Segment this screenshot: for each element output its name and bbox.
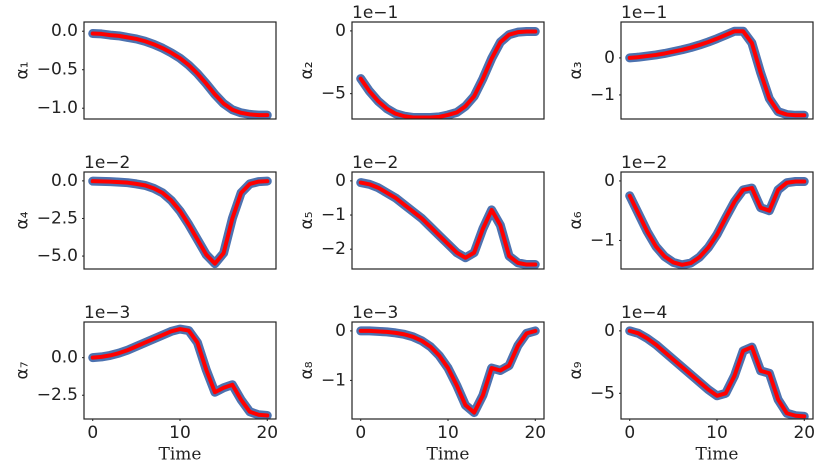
offset-label: 1e−3: [352, 303, 398, 323]
axes-frame: [620, 21, 814, 120]
subplot: 0 −1 0 10 20 Time 1e−3 α₈: [297, 303, 546, 465]
subplot: 0 −1 1e−1 α₃: [566, 3, 814, 120]
y-axis-label: α₂: [297, 61, 317, 79]
data-line: [627, 29, 807, 118]
x-tick-label: 10: [437, 423, 459, 443]
y-tick-label: −1: [321, 205, 346, 225]
x-axis-label: Time: [696, 445, 739, 465]
y-axis-label: α₅: [297, 211, 317, 229]
offset-label: 1e−1: [621, 3, 667, 23]
y-axis-label: α₉: [566, 361, 586, 379]
data-line: [356, 27, 540, 119]
y-tick-label: −1: [590, 230, 615, 250]
x-tick-label: 20: [524, 423, 546, 443]
y-tick-label: −2: [321, 239, 346, 259]
data-line: [90, 31, 270, 118]
offset-label: 1e−2: [352, 153, 398, 173]
subplot: 0.0 −0.5 −1.0 α₁: [13, 21, 277, 120]
y-tick-label: −0.5: [37, 60, 78, 80]
y-tick-label: −2.5: [37, 385, 78, 405]
plot-area: [356, 27, 540, 119]
plot-area: [625, 26, 809, 119]
subplot: 0.0 −2.5 0 10 20 Time 1e−3 α₇: [13, 303, 278, 465]
plot-area: [356, 326, 540, 418]
axes-frame: [351, 21, 545, 120]
x-axis-label: Time: [159, 445, 202, 465]
y-axis-label: α₇: [13, 361, 33, 379]
data-line: [358, 29, 538, 119]
y-tick-label: 0: [335, 171, 346, 191]
offset-label: 1e−2: [621, 153, 667, 173]
offset-label: 1e−4: [621, 303, 667, 323]
x-tick-label: 10: [706, 423, 728, 443]
data-line: [627, 179, 807, 267]
y-tick-label: −5.0: [37, 246, 78, 266]
x-tick-label: 0: [87, 423, 98, 443]
subplot: 0 −1 −2 1e−2 α₅: [297, 153, 545, 270]
data-line: [88, 29, 272, 119]
y-tick-label: 0.0: [51, 348, 78, 368]
y-tick-label: −5: [321, 84, 346, 104]
plot-area: [88, 29, 272, 119]
data-line: [627, 328, 807, 419]
y-tick-label: 0: [335, 321, 346, 341]
x-tick-label: 10: [169, 423, 191, 443]
data-line: [625, 26, 809, 119]
x-tick-label: 0: [624, 423, 635, 443]
subplot: 0 −5 0 10 20 Time 1e−4 α₉: [566, 303, 815, 465]
offset-label: 1e−3: [84, 303, 130, 323]
y-tick-label: −1: [590, 85, 615, 105]
data-line: [358, 328, 538, 415]
y-axis-label: α₁: [13, 61, 33, 79]
y-tick-label: 0.0: [51, 21, 78, 41]
y-tick-label: 0.0: [51, 171, 78, 191]
offset-label: 1e−2: [84, 153, 130, 173]
y-tick-label: 0: [335, 21, 346, 41]
axes-frame: [351, 171, 545, 270]
x-tick-label: 20: [256, 423, 278, 443]
plot-area: [88, 324, 272, 419]
y-tick-label: −1: [321, 370, 346, 390]
axes-frame: [620, 171, 814, 270]
y-tick-label: −2.5: [37, 208, 78, 228]
plot-area: [625, 326, 809, 419]
y-tick-label: −1.0: [37, 98, 78, 118]
y-axis-label: α₆: [566, 211, 586, 229]
axes-frame: [83, 171, 277, 270]
axes-frame: [83, 21, 277, 120]
y-tick-label: 0: [604, 171, 615, 191]
y-tick-label: 0: [604, 321, 615, 341]
y-tick-label: 0: [604, 48, 615, 68]
x-tick-label: 20: [793, 423, 815, 443]
subplot: 0 −5 1e−1 α₂: [297, 3, 545, 120]
y-axis-label: α₄: [13, 211, 33, 229]
data-line: [90, 327, 270, 418]
subplot: 0 −1 1e−2 α₆: [566, 153, 814, 270]
subplot: 0.0 −2.5 −5.0 1e−2 α₄: [13, 153, 277, 270]
x-axis-label: Time: [427, 445, 470, 465]
y-axis-label: α₈: [297, 361, 317, 379]
plot-area: [625, 177, 809, 269]
data-line: [90, 179, 270, 266]
plot-area: [356, 178, 540, 269]
x-tick-label: 0: [355, 423, 366, 443]
offset-label: 1e−1: [352, 3, 398, 23]
y-axis-label: α₃: [566, 61, 586, 79]
data-line: [358, 180, 538, 267]
plot-area: [88, 176, 272, 269]
y-tick-label: −5: [590, 383, 615, 403]
